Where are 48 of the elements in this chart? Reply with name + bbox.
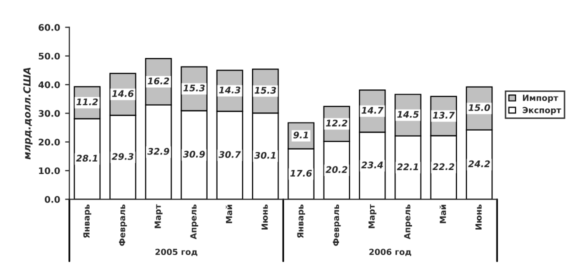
x-tick-label: Март <box>368 204 376 228</box>
data-label: 32.9 <box>147 148 170 155</box>
data-label: 30.7 <box>218 151 241 158</box>
x-tick-label: Февраль <box>119 204 127 246</box>
x-tick-label: Июнь <box>262 204 268 230</box>
data-label: 13.7 <box>432 112 455 119</box>
legend-label: Экспорт <box>522 106 562 115</box>
y-axis-title: млрд.долл.США <box>23 68 33 160</box>
x-tick-label: Март <box>154 204 162 228</box>
data-label: 15.3 <box>183 84 205 92</box>
data-label: 28.1 <box>76 154 98 162</box>
legend-label: Импорт <box>522 94 558 103</box>
y-tick-label: 60.0 <box>38 24 60 31</box>
data-label: 17.6 <box>290 170 312 177</box>
data-label: 15.3 <box>254 86 276 94</box>
data-label: 12.2 <box>326 120 348 126</box>
data-label: 14.7 <box>362 107 384 114</box>
x-tick-label: Январь <box>83 204 92 238</box>
data-label: 22.1 <box>396 163 418 170</box>
x-tick-label: Апрель <box>190 204 198 240</box>
text: 2005 год <box>155 248 198 256</box>
x-tick-label: Июнь <box>475 204 482 230</box>
x-tick-label: Апрель <box>404 204 412 240</box>
text: 2006 год <box>369 248 412 256</box>
data-label: 11.2 <box>76 98 98 106</box>
y-tick-label: 10.0 <box>39 167 60 174</box>
x-tick-label: Февраль <box>332 204 341 246</box>
x-tick-label: Январь <box>297 204 306 238</box>
data-label: 29.3 <box>112 153 134 160</box>
data-label: 22.2 <box>432 163 454 170</box>
data-label: 9.1 <box>293 132 308 138</box>
data-label: 15.0 <box>468 104 490 112</box>
data-label: 14.5 <box>397 111 419 118</box>
data-label: 23.4 <box>361 162 383 168</box>
y-tick-label: 0.0 <box>44 196 60 203</box>
x-tick-label: Май <box>226 204 232 224</box>
data-label: 14.6 <box>112 90 134 98</box>
data-label: 24.2 <box>468 160 490 168</box>
y-tick-label: 30.0 <box>38 110 60 117</box>
y-tick-label: 50.0 <box>38 52 60 60</box>
data-label: 30.9 <box>182 150 205 158</box>
data-label: 14.3 <box>219 86 240 94</box>
y-tick-label: 20.0 <box>38 138 60 146</box>
data-label: 30.1 <box>254 152 276 159</box>
y-tick-label: 40.0 <box>38 81 60 88</box>
x-tick-label: Май <box>440 204 446 224</box>
data-label: 16.2 <box>148 78 170 84</box>
data-label: 20.2 <box>326 166 348 173</box>
